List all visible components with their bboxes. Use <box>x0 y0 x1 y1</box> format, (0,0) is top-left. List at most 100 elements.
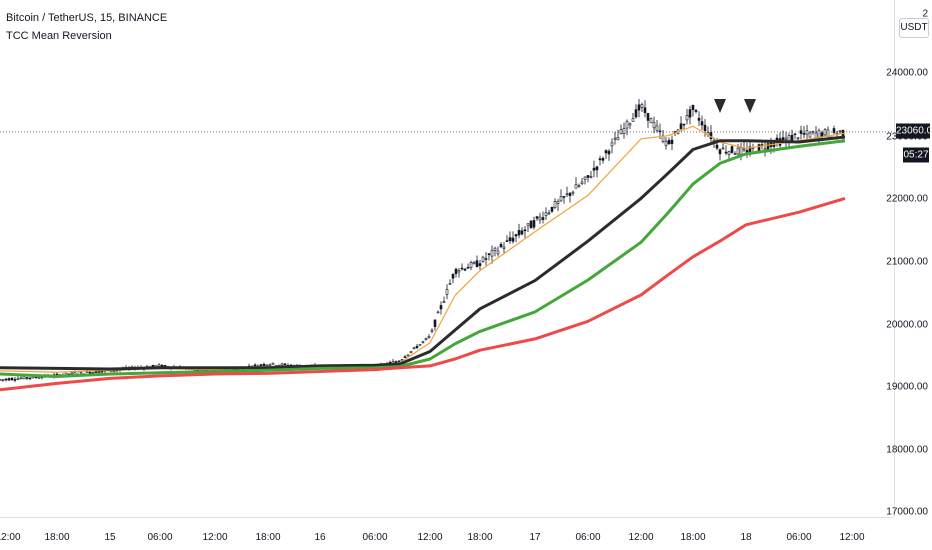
candle-body <box>496 250 500 255</box>
candle-body <box>463 268 467 271</box>
candle-body <box>598 158 602 161</box>
candle-body <box>643 107 647 113</box>
candle-body <box>838 130 842 133</box>
candle-body <box>499 243 503 248</box>
candle-body <box>625 120 629 129</box>
time-axis-label: 18:00 <box>255 532 281 543</box>
candle-body <box>415 346 419 349</box>
candle-body <box>733 153 737 155</box>
candle-body <box>583 176 587 180</box>
candle-body <box>25 377 29 379</box>
price-axis-label: 20000.00 <box>886 319 928 331</box>
candle-body <box>493 247 497 251</box>
candle-body <box>88 371 92 374</box>
candle-body <box>565 193 569 196</box>
time-axis-label: 17 <box>529 532 541 543</box>
candle-body <box>703 124 707 131</box>
candle-body <box>805 130 809 135</box>
candle-body <box>799 130 803 134</box>
candle-body <box>409 351 413 353</box>
currency-button[interactable]: USDT <box>899 18 929 38</box>
time-axis-label: 15 <box>104 532 116 543</box>
candle-body <box>595 166 599 171</box>
candle-body <box>484 258 488 260</box>
candle-body <box>280 363 284 366</box>
candle-body <box>607 150 611 155</box>
candle-body <box>4 378 8 381</box>
green-ema-line <box>0 139 846 378</box>
time-axis-label: 06:00 <box>786 532 812 543</box>
candle-body <box>451 273 455 279</box>
candle-body <box>91 371 95 374</box>
candle-body <box>262 363 266 366</box>
price-label-top-partial: 2 <box>922 8 928 20</box>
candle-body <box>724 151 728 154</box>
candle-body <box>601 158 605 161</box>
candle-body <box>628 123 632 126</box>
candle-body <box>448 283 452 285</box>
candle-body <box>418 344 422 346</box>
time-axis-label: 12:00 <box>202 532 228 543</box>
candle-body <box>55 373 59 376</box>
candle-body <box>700 121 704 126</box>
candle-body <box>568 192 572 196</box>
candle-body <box>664 141 668 146</box>
time-axis-divider <box>0 517 894 518</box>
candle-body <box>652 122 656 129</box>
price-axis-label: 18000.00 <box>886 444 928 456</box>
candle-body <box>826 129 830 137</box>
candle-body <box>727 151 731 155</box>
time-axis-label: 06:00 <box>362 532 388 543</box>
candle-body <box>37 377 41 379</box>
time-axis-label: 18:00 <box>467 532 493 543</box>
candle-body <box>430 329 434 332</box>
candle-body <box>19 377 23 380</box>
candle-body <box>577 185 581 187</box>
chart-title: Bitcoin / TetherUS, 15, BINANCE <box>6 12 168 24</box>
candle-body <box>736 147 740 155</box>
candle-body <box>589 176 593 178</box>
candle-body <box>646 112 650 121</box>
candle-body <box>556 200 560 204</box>
candle-body <box>466 267 470 269</box>
candle-body <box>490 250 494 257</box>
candle-body <box>70 372 74 375</box>
candle-body <box>502 246 506 249</box>
candle-body <box>16 378 20 380</box>
indicator-title[interactable]: TCC Mean Reversion <box>6 30 112 42</box>
candle-body <box>514 234 518 237</box>
candle-body <box>505 240 509 242</box>
price-axis-label: 24000.00 <box>886 67 928 79</box>
candle-body <box>721 147 725 150</box>
candle-body <box>412 347 416 350</box>
candle-body <box>793 133 797 136</box>
candle-body <box>640 104 644 108</box>
candle-body <box>523 229 527 232</box>
candle-body <box>562 196 566 198</box>
price-axis-label: 22000.00 <box>886 193 928 205</box>
candle-body <box>472 261 476 265</box>
candle-body <box>730 146 734 153</box>
candle-body <box>802 133 806 135</box>
candle-body <box>613 137 617 140</box>
candle-body <box>634 109 638 118</box>
black-ema-line <box>0 135 846 371</box>
candle-body <box>532 220 536 228</box>
time-axis-label: 06:00 <box>575 532 601 543</box>
candle-body <box>541 217 545 220</box>
candle-body <box>544 212 548 216</box>
candle-body <box>445 288 449 295</box>
candle-body <box>547 212 551 215</box>
candle-body <box>796 137 800 140</box>
sell-signal-marker <box>744 99 756 113</box>
candle-body <box>13 379 17 381</box>
time-axis-label: 18:00 <box>44 532 70 543</box>
price-axis-label: 21000.00 <box>886 256 928 268</box>
candle-body <box>691 104 695 111</box>
candle-body <box>454 268 458 274</box>
candle-body <box>100 370 104 373</box>
time-axis-label: 12:00 <box>628 532 654 543</box>
price-axis-label: 19000.00 <box>886 381 928 393</box>
